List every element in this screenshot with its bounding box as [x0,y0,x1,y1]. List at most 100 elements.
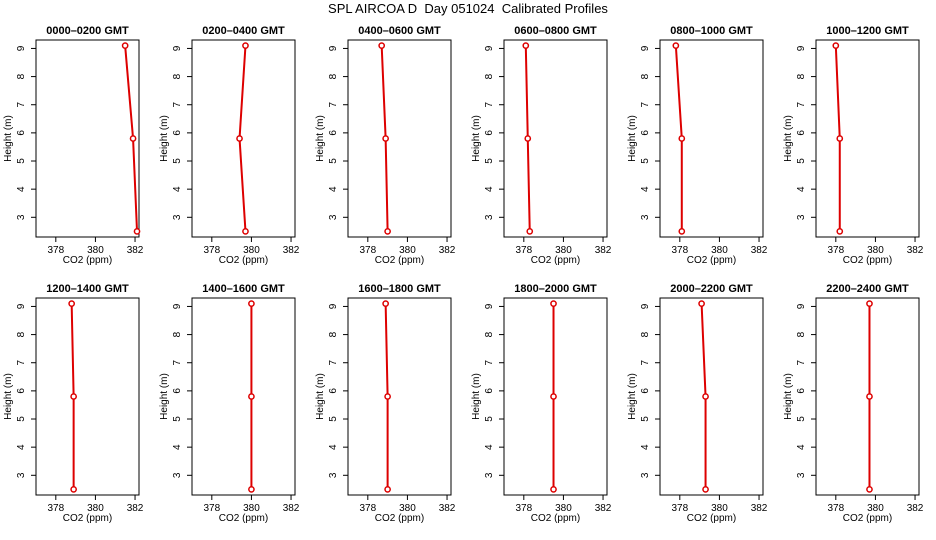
y-axis-label: Height (m) [783,373,794,420]
y-tick-label: 9 [16,45,27,51]
y-tick-label: 9 [16,303,27,309]
data-point [70,393,77,400]
y-tick-label: 3 [484,472,495,478]
y-axis-label: Height (m) [471,115,482,162]
y-axis-label: Height (m) [627,115,638,162]
panel-title: 0400–0600 GMT [358,25,441,37]
panel-10: 1800–2000 GMT 378 380 382 CO2 (ppm) 3 4 5 6 7 8 9 He… [471,283,612,524]
y-tick-label: 3 [796,472,807,478]
panel-11: 2000–2200 GMT 378 380 382 CO2 (ppm) 3 4 5 6 7 8 9 He… [627,283,768,524]
x-tick-label: 378 [515,245,532,256]
y-tick-label: 3 [484,214,495,220]
x-tick-label: 380 [399,245,416,256]
y-tick-label: 3 [328,214,339,220]
panel-8: 1400–1600 GMT 378 380 382 CO2 (ppm) 3 4 5 6 7 8 9 He… [159,283,300,524]
y-tick-label: 3 [328,472,339,478]
data-point [248,300,255,307]
y-axis-label: Height (m) [3,115,14,162]
x-tick-label: 380 [399,503,416,514]
panel-1: 0000–0200 GMT 378 380 382 CO2 (ppm) 3 4 5 6 7 8 9 He… [3,25,144,266]
y-axis-label: Height (m) [783,115,794,162]
panel-title: 1200–1400 GMT [46,283,129,295]
y-tick-label: 3 [640,472,651,478]
y-tick-label: 5 [328,158,339,164]
y-tick-label: 4 [16,444,27,450]
y-tick-label: 8 [328,73,339,79]
y-tick-label: 8 [328,331,339,337]
data-point [248,393,255,400]
x-tick-label: 378 [203,503,220,514]
y-tick-label: 8 [484,331,495,337]
figure-title: SPL AIRCOA D Day 051024 Calibrated Profi… [328,1,608,16]
x-tick-label: 382 [127,503,144,514]
y-tick-label: 7 [640,102,651,108]
x-tick-label: 382 [283,503,300,514]
y-axis-label: Height (m) [3,373,14,420]
data-point [522,42,530,49]
y-tick-label: 8 [484,73,495,79]
y-tick-label: 9 [172,303,183,309]
x-tick-label: 378 [671,245,688,256]
y-tick-label: 6 [172,130,183,136]
data-point [526,228,534,235]
y-tick-label: 9 [484,303,495,309]
data-point [384,393,391,400]
data-point [702,393,709,400]
x-tick-label: 382 [439,245,456,256]
y-tick-label: 6 [328,130,339,136]
plot-frame [503,297,608,496]
x-tick-label: 380 [711,245,728,256]
y-axis-label: Height (m) [315,373,326,420]
x-tick-label: 378 [515,503,532,514]
y-tick-label: 7 [172,360,183,366]
y-tick-label: 7 [172,102,183,108]
x-axis-label: CO2 (ppm) [531,255,580,266]
x-tick-label: 378 [203,245,220,256]
data-point [678,228,686,235]
y-tick-label: 7 [796,102,807,108]
data-point [382,135,389,142]
x-tick-label: 378 [47,503,64,514]
panel-9: 1600–1800 GMT 378 380 382 CO2 (ppm) 3 4 5 6 7 8 9 He… [315,283,456,524]
y-tick-label: 5 [796,416,807,422]
y-tick-label: 9 [484,45,495,51]
panel-4: 0600–0800 GMT 378 380 382 CO2 (ppm) 3 4 5 6 7 8 9 He… [471,25,612,266]
x-tick-label: 380 [867,503,884,514]
y-tick-label: 6 [796,388,807,394]
x-axis-label: CO2 (ppm) [375,255,424,266]
data-point [242,42,249,49]
y-tick-label: 6 [640,388,651,394]
plot-frame [347,39,452,238]
y-tick-label: 8 [16,73,27,79]
data-point [524,135,532,142]
y-tick-label: 6 [484,388,495,394]
plot-frame [35,297,140,496]
y-tick-label: 7 [328,360,339,366]
y-tick-label: 8 [796,331,807,337]
x-tick-label: 378 [827,245,844,256]
data-point [698,300,705,307]
y-tick-label: 5 [172,416,183,422]
y-tick-label: 7 [484,360,495,366]
data-point [236,135,243,142]
y-tick-label: 4 [16,186,27,192]
y-tick-label: 6 [640,130,651,136]
panel-5: 0800–1000 GMT 378 380 382 CO2 (ppm) 3 4 5 6 7 8 9 He… [627,25,768,266]
panel-title: 0200–0400 GMT [202,25,285,37]
y-tick-label: 4 [328,444,339,450]
plot-frame [191,297,296,496]
y-tick-label: 6 [16,388,27,394]
y-tick-label: 4 [172,444,183,450]
y-tick-label: 7 [796,360,807,366]
y-tick-label: 5 [640,158,651,164]
y-tick-label: 5 [16,158,27,164]
y-tick-label: 5 [484,416,495,422]
data-point [866,486,873,493]
x-tick-label: 380 [867,245,884,256]
x-tick-label: 380 [243,503,260,514]
y-tick-label: 9 [640,303,651,309]
y-tick-label: 4 [796,444,807,450]
x-axis-label: CO2 (ppm) [63,513,112,524]
x-tick-label: 378 [359,245,376,256]
panel-2: 0200–0400 GMT 378 380 382 CO2 (ppm) 3 4 5 6 7 8 9 He… [159,25,300,266]
